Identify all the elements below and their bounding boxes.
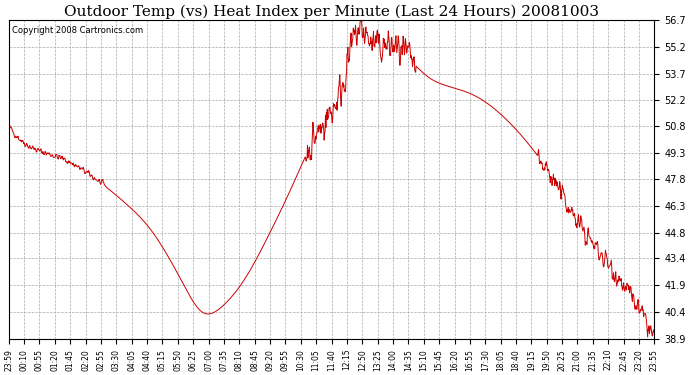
Title: Outdoor Temp (vs) Heat Index per Minute (Last 24 Hours) 20081003: Outdoor Temp (vs) Heat Index per Minute … [64, 4, 599, 18]
Text: Copyright 2008 Cartronics.com: Copyright 2008 Cartronics.com [12, 26, 143, 35]
